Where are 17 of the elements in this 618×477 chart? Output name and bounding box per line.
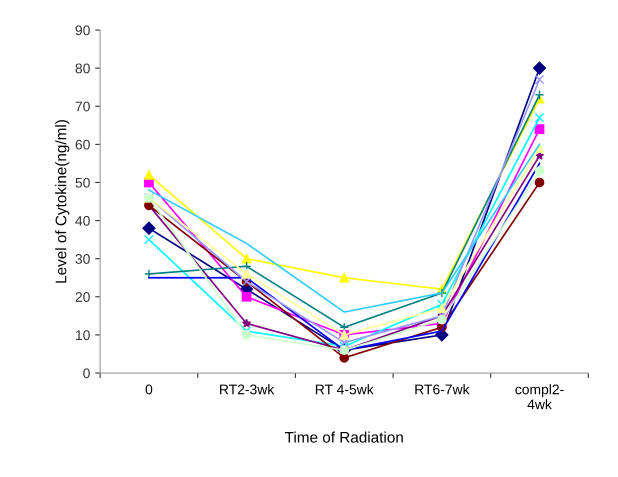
y-axis-title: Level of Cytokine(ng/ml) [55,120,70,283]
y-tick-label: 20 [76,292,90,302]
x-tick-label: compl2- 4wk [515,384,564,410]
y-tick-label: 30 [75,254,90,264]
x-tick-label: 0 [146,384,152,394]
y-tick-label: 90 [76,25,90,36]
y-tick-label: 40 [75,216,90,226]
y-tick-label: 70 [76,102,90,112]
y-tick-label: 60 [76,140,90,150]
y-tick-label: 50 [76,178,90,188]
y-tick-label: 0 [83,368,90,378]
x-tick-label: RT2-3wk [220,384,274,394]
y-tick-label: 80 [76,63,90,74]
x-tick-label: RT 4-5wk [316,384,374,394]
x-tick-label: RT6-7wk [415,384,470,394]
x-axis-title: Time of Radiation [284,431,403,443]
y-tick-label: 10 [76,330,90,340]
